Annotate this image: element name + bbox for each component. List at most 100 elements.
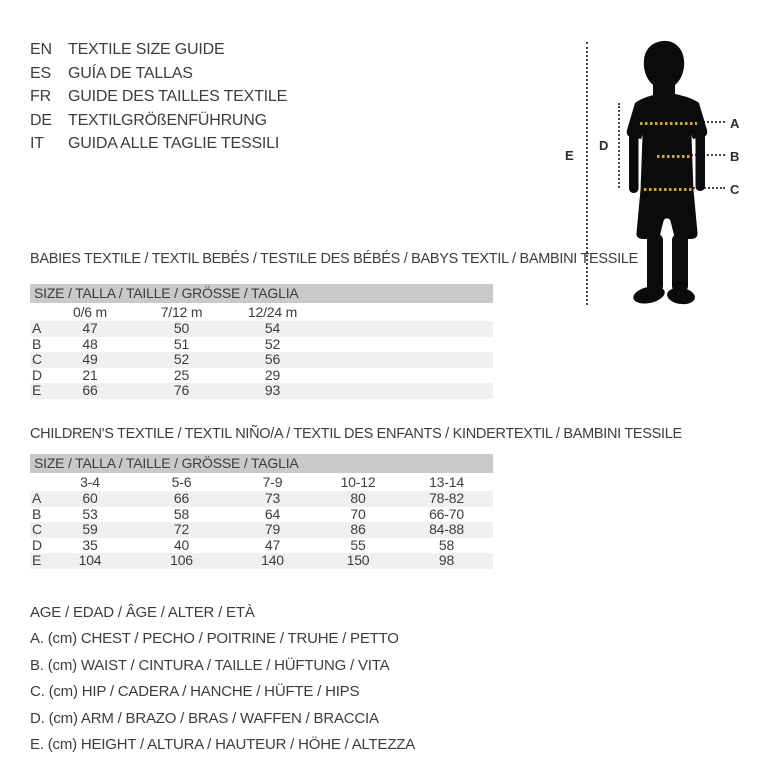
- cell: 78-82: [429, 491, 464, 506]
- cell: 60: [82, 491, 98, 506]
- label-E: E: [565, 148, 574, 163]
- children-column-headers: 3-4 5-6 7-9 10-12 13-14: [30, 473, 493, 491]
- language-title-list: EN TEXTILE SIZE GUIDE ES GUÍA DE TALLAS …: [30, 38, 287, 156]
- cell: 50: [173, 321, 190, 336]
- language-row: ES GUÍA DE TALLAS: [30, 62, 287, 86]
- language-code: FR: [30, 88, 51, 105]
- cell: 56: [264, 352, 281, 367]
- hip-dash-line-C: [644, 188, 692, 191]
- babies-heading: BABIES TEXTILE / TEXTIL BEBÉS / TESTILE …: [30, 251, 638, 267]
- measure-line-D: [618, 103, 620, 188]
- cell: 53: [82, 506, 98, 522]
- column-header: 12/24 m: [247, 304, 298, 320]
- cell: 47: [264, 537, 281, 553]
- cell: 54: [264, 321, 281, 336]
- column-header: 7-9: [262, 474, 283, 490]
- babies-column-headers: 0/6 m 7/12 m 12/24 m: [30, 303, 493, 321]
- table-row: C 59 72 79 86 84-88: [30, 522, 493, 538]
- measure-line-E: [586, 42, 588, 305]
- page-title-de: TEXTILGRÖßENFÜHRUNG: [68, 111, 267, 129]
- legend-height: E. (cm) HEIGHT / ALTURA / HAUTEUR / HÖHE…: [30, 736, 416, 754]
- row-size-letter: B: [32, 506, 42, 522]
- cell: 29: [264, 367, 281, 383]
- cell: 47: [82, 321, 98, 336]
- cell: 73: [264, 491, 281, 506]
- page-title: TEXTILE SIZE GUIDE: [68, 41, 225, 58]
- legend-age: AGE / EDAD / ÂGE / ALTER / ETÀ: [30, 604, 255, 621]
- cell: 80: [350, 491, 366, 506]
- row-size-letter: D: [32, 367, 42, 383]
- row-size-letter: A: [32, 491, 42, 506]
- babies-size-header: SIZE / TALLA / TAILLE / GRÖSSE / TAGLIA: [30, 284, 493, 303]
- cell: 40: [173, 537, 190, 553]
- row-size-letter: A: [32, 321, 42, 336]
- language-row: EN TEXTILE SIZE GUIDE: [30, 38, 287, 62]
- cell: 72: [173, 522, 190, 537]
- children-heading: CHILDREN'S TEXTILE / TEXTIL NIÑO/A / TEX…: [30, 426, 682, 442]
- cell: 98: [438, 553, 455, 568]
- cell: 25: [173, 367, 190, 383]
- cell: 66: [173, 491, 190, 506]
- cell: 104: [78, 553, 102, 568]
- child-silhouette-icon: [626, 40, 708, 305]
- connector-line-A: [699, 121, 725, 123]
- cell: 106: [170, 553, 193, 568]
- row-size-letter: C: [32, 522, 42, 537]
- label-A: A: [730, 116, 740, 131]
- connector-line-B: [691, 154, 725, 156]
- cell: 93: [264, 383, 281, 398]
- cell: 84-88: [429, 522, 464, 537]
- table-row: A 47 50 54: [30, 321, 493, 337]
- language-row: DE TEXTILGRÖßENFÜHRUNG: [30, 109, 287, 133]
- cell: 52: [173, 352, 190, 367]
- connector-line-C: [693, 187, 725, 189]
- table-row: A 60 66 73 80 78-82: [30, 491, 493, 507]
- cell: 52: [264, 336, 281, 352]
- cell: 86: [350, 522, 366, 537]
- table-row: D 21 25 29: [30, 368, 493, 384]
- label-D: D: [599, 138, 609, 153]
- row-size-letter: E: [32, 553, 42, 568]
- cell: 59: [82, 522, 98, 537]
- children-table: 3-4 5-6 7-9 10-12 13-14 A 60 66 73 80 78…: [30, 473, 493, 569]
- chest-dash-line-A: [640, 122, 697, 125]
- row-size-letter: C: [32, 352, 42, 367]
- table-row: E 104 106 140 150 98: [30, 553, 493, 569]
- page-title-es: GUÍA DE TALLAS: [68, 64, 193, 82]
- legend-hip: C. (cm) HIP / CADERA / HANCHE / HÜFTE / …: [30, 683, 360, 701]
- column-header: 5-6: [171, 474, 192, 490]
- language-code: IT: [30, 135, 44, 152]
- cell: 21: [82, 367, 98, 383]
- language-code: DE: [30, 111, 52, 129]
- language-code: ES: [30, 64, 51, 82]
- legend-waist: B. (cm) WAIST / CINTURA / TAILLE / HÜFTU…: [30, 656, 390, 674]
- column-header: 7/12 m: [160, 304, 203, 320]
- language-row: IT GUIDA ALLE TAGLIE TESSILI: [30, 132, 287, 156]
- table-row: D 35 40 47 55 58: [30, 538, 493, 554]
- legend-chest: A. (cm) CHEST / PECHO / POITRINE / TRUHE…: [30, 630, 399, 648]
- cell: 66-70: [429, 506, 464, 522]
- cell: 58: [438, 537, 455, 553]
- row-size-letter: E: [32, 383, 42, 398]
- table-row: E 66 76 93: [30, 383, 493, 399]
- cell: 70: [350, 506, 366, 522]
- language-code: EN: [30, 41, 52, 58]
- cell: 35: [82, 537, 98, 553]
- measurement-legend: AGE / EDAD / ÂGE / ALTER / ETÀ A. (cm) C…: [30, 600, 415, 758]
- page-title-it: GUIDA ALLE TAGLIE TESSILI: [68, 135, 280, 152]
- cell: 66: [82, 383, 98, 398]
- cell: 150: [346, 553, 370, 568]
- table-row: B 48 51 52: [30, 337, 493, 353]
- column-header: 10-12: [340, 474, 376, 490]
- cell: 64: [264, 506, 281, 522]
- cell: 55: [350, 537, 366, 553]
- row-size-letter: D: [32, 537, 42, 553]
- table-row: B 53 58 64 70 66-70: [30, 507, 493, 523]
- label-B: B: [730, 149, 740, 164]
- babies-table: 0/6 m 7/12 m 12/24 m A 47 50 54 B 48 51 …: [30, 303, 493, 399]
- children-size-header: SIZE / TALLA / TAILLE / GRÖSSE / TAGLIA: [30, 454, 493, 473]
- page-title-fr: GUIDE DES TAILLES TEXTILE: [68, 88, 288, 105]
- cell: 49: [82, 352, 98, 367]
- cell: 58: [173, 506, 190, 522]
- cell: 79: [264, 522, 281, 537]
